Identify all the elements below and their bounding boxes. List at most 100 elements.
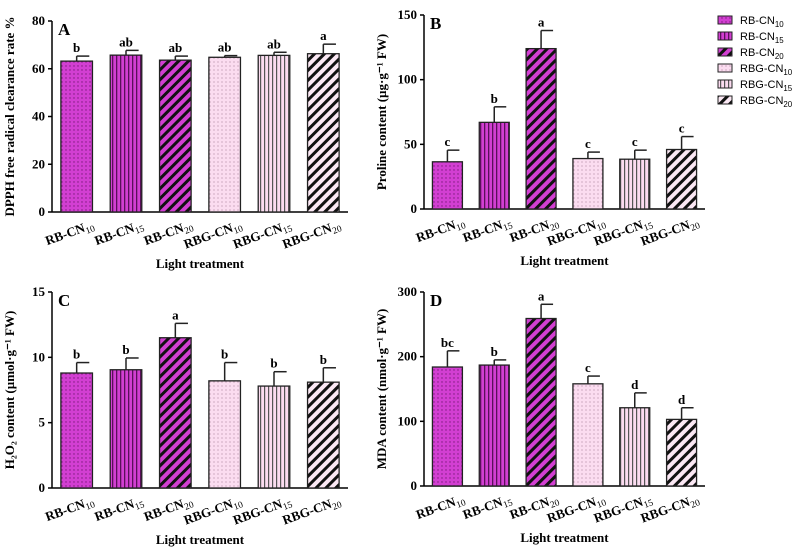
legend-swatch xyxy=(717,15,733,25)
bar-RBG-CN15 xyxy=(619,407,651,487)
bar-RBG-CN20 xyxy=(665,148,698,210)
x-tick-label: RB-CN15 xyxy=(92,217,146,251)
legend-label: RB-CN15 xyxy=(740,31,784,45)
x-tick-label: RB-CN15 xyxy=(92,493,146,527)
significance-letter: b xyxy=(270,356,277,371)
panel-A: 0 20 40 60 80 A DPPH free radical clearance ra… xyxy=(2,13,348,271)
y-tick-label: 15 xyxy=(32,284,46,299)
legend-swatch xyxy=(717,95,733,105)
legend-swatch xyxy=(717,47,733,57)
significance-letter: ab xyxy=(218,40,232,55)
y-tick-label: 5 xyxy=(39,415,46,430)
significance-letter: b xyxy=(73,347,80,362)
panel-B: 0 50 100 150 B Proline content (µg·g⁻¹ FW) Lig… xyxy=(374,7,705,268)
bar-RBG-CN10 xyxy=(572,383,604,487)
y-tick-label: 10 xyxy=(32,349,45,364)
y-tick-label: 60 xyxy=(32,61,45,76)
bar-RB-CN15 xyxy=(478,121,510,210)
significance-letter: c xyxy=(585,360,591,375)
bar-RBG-CN15 xyxy=(619,158,651,210)
y-tick-label: 300 xyxy=(398,284,418,299)
significance-letter: c xyxy=(679,121,685,136)
x-tick-label: RB-CN10 xyxy=(43,217,97,251)
significance-letter: ab xyxy=(119,34,133,49)
x-axis-title: Light treatment xyxy=(520,253,609,268)
y-tick-label: 40 xyxy=(32,109,45,124)
x-axis-title: Light treatment xyxy=(156,532,245,547)
significance-letter: b xyxy=(491,344,498,359)
bar-RB-CN10 xyxy=(431,161,464,210)
bar-RBG-CN20 xyxy=(306,53,340,213)
significance-letter: b xyxy=(221,347,228,362)
y-tick-label: 200 xyxy=(398,349,418,364)
legend-swatch xyxy=(717,79,733,89)
y-tick-label: 20 xyxy=(32,156,45,171)
significance-letter: ab xyxy=(267,36,281,51)
bar-RB-CN10 xyxy=(60,60,94,213)
bar-RB-CN15 xyxy=(109,369,143,489)
y-tick-label: 0 xyxy=(39,480,46,495)
y-axis-title: DPPH free radical clearance rate % xyxy=(2,16,17,216)
legend-label: RB-CN20 xyxy=(740,47,784,61)
significance-letter: b xyxy=(73,40,80,55)
significance-letter: bc xyxy=(441,335,454,350)
bar-RB-CN10 xyxy=(60,372,94,489)
x-tick-label: RBG-CN20 xyxy=(639,491,702,529)
legend-label: RBG-CN10 xyxy=(740,63,793,77)
bar-RBG-CN10 xyxy=(572,157,604,210)
y-axis-title: MDA content (nmol·g⁻¹ FW) xyxy=(374,309,389,470)
panel-letter: D xyxy=(430,291,442,310)
panel-letter: B xyxy=(430,14,441,33)
legend: RB-CN10 RB-CN15 RB-CN20 RBG-CN10 RBG-CN15 RBG… xyxy=(717,15,793,109)
significance-letter: c xyxy=(585,136,591,151)
bar-RBG-CN15 xyxy=(257,385,291,489)
bar-RB-CN20 xyxy=(525,47,557,210)
bar-RBG-CN20 xyxy=(306,381,340,489)
legend-label: RBG-CN15 xyxy=(740,79,793,93)
x-tick-label: RBG-CN20 xyxy=(280,493,343,531)
significance-letter: b xyxy=(320,352,327,367)
bar-RBG-CN20 xyxy=(665,418,698,487)
y-tick-label: 100 xyxy=(398,72,418,87)
bar-RBG-CN15 xyxy=(257,54,291,213)
significance-letter: d xyxy=(631,377,639,392)
y-axis-title: Proline content (µg·g⁻¹ FW) xyxy=(374,34,389,190)
y-tick-label: 0 xyxy=(411,478,418,493)
panel-D: 0 100 200 300 D MDA content (nmol·g⁻¹ FW) Ligh… xyxy=(374,284,705,545)
significance-letter: b xyxy=(491,91,498,106)
bar-RB-CN15 xyxy=(478,364,510,487)
legend-swatch xyxy=(717,31,733,41)
x-tick-label: RBG-CN20 xyxy=(280,217,343,255)
significance-letter: a xyxy=(538,288,545,303)
bar-RB-CN10 xyxy=(431,366,464,487)
significance-letter: c xyxy=(632,134,638,149)
significance-letter: a xyxy=(320,28,327,43)
bar-RB-CN20 xyxy=(158,337,192,489)
legend-swatch xyxy=(717,63,733,73)
significance-letter: ab xyxy=(168,40,182,55)
legend-label: RB-CN10 xyxy=(740,15,784,29)
panel-letter: A xyxy=(58,20,71,39)
significance-letter: a xyxy=(172,307,179,322)
y-tick-label: 80 xyxy=(32,13,45,28)
y-axis-title: H₂O₂ content (µmol·g⁻¹ FW) xyxy=(2,311,17,470)
x-tick-label: RB-CN10 xyxy=(43,493,97,527)
bar-RB-CN20 xyxy=(525,317,557,487)
panel-letter: C xyxy=(58,291,70,310)
x-axis-title: Light treatment xyxy=(520,530,609,545)
bar-RB-CN15 xyxy=(109,54,143,213)
x-tick-label: RBG-CN20 xyxy=(639,214,702,252)
y-tick-label: 150 xyxy=(398,7,418,22)
y-tick-label: 50 xyxy=(404,136,417,151)
significance-letter: b xyxy=(122,342,129,357)
significance-letter: d xyxy=(678,392,686,407)
x-axis-title: Light treatment xyxy=(156,256,245,271)
bar-RB-CN20 xyxy=(158,59,192,213)
bar-RBG-CN10 xyxy=(208,380,242,489)
y-tick-label: 0 xyxy=(39,204,46,219)
bar-RBG-CN10 xyxy=(208,56,242,213)
significance-letter: a xyxy=(538,15,545,30)
y-tick-label: 100 xyxy=(398,413,418,428)
panel-C: 0 5 10 15 C H₂O₂ content (µmol·g⁻¹ FW) Light t… xyxy=(2,284,348,547)
